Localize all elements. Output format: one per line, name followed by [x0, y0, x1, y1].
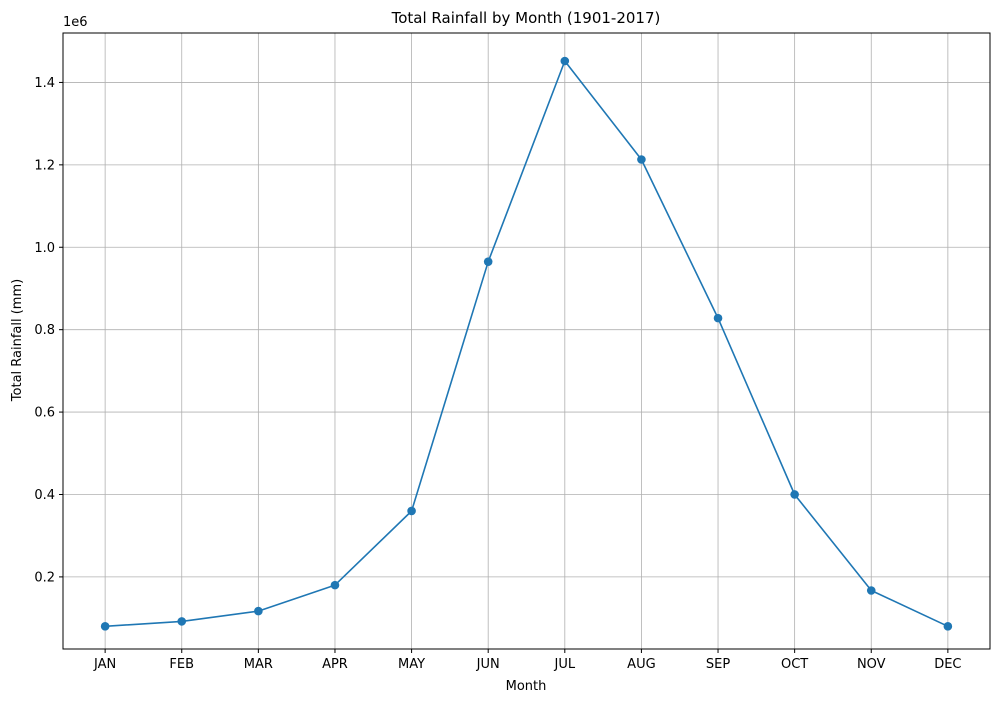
data-point [713, 313, 723, 323]
data-point [560, 56, 570, 66]
series-line [105, 60, 949, 628]
data-point [637, 155, 646, 164]
x-tick-label: OCT [781, 657, 808, 672]
y-axis: 0.2 0.4 0.6 0.8 1.0 1.2 1.4 [34, 76, 63, 585]
data-point [866, 586, 876, 595]
chart-title: Total Rainfall by Month (1901-2017) [391, 9, 661, 27]
y-tick-label: 0.8 [34, 323, 55, 338]
y-tick-label: 1.2 [34, 158, 55, 173]
x-tick-label: AUG [627, 657, 655, 672]
data-point [330, 580, 340, 590]
x-tick-label: FEB [169, 657, 194, 672]
x-tick-label: JUL [554, 657, 576, 672]
grid [63, 33, 990, 649]
data-point [483, 257, 493, 266]
data-point [407, 506, 416, 516]
y-axis-label: Total Rainfall (mm) [10, 279, 25, 402]
x-tick-label: DEC [934, 657, 961, 672]
x-tick-label: NOV [857, 657, 886, 672]
data-point [254, 606, 263, 616]
plot-frame [62, 32, 991, 650]
y-tick-label: 0.6 [34, 406, 55, 421]
x-tick-label: APR [322, 657, 348, 672]
x-tick-label: SEP [706, 657, 730, 672]
y-tick-label: 0.4 [34, 488, 55, 503]
y-tick-label: 0.2 [34, 570, 55, 585]
y-offset-label: 1e6 [63, 15, 88, 30]
y-tick-label: 1.4 [34, 76, 55, 91]
data-point [790, 490, 799, 499]
x-tick-label: JUN [476, 657, 500, 672]
x-axis: JAN FEB MAR APR MAY JUN JUL AUG SEP OCT NOV DEC [93, 649, 962, 672]
x-tick-label: MAY [398, 657, 425, 672]
data-point [177, 617, 187, 626]
y-tick-label: 1.0 [34, 241, 55, 256]
x-tick-label: JAN [93, 657, 116, 672]
data-point [943, 622, 953, 631]
data-point [100, 622, 110, 631]
x-axis-label: Month [506, 679, 547, 694]
x-tick-label: MAR [244, 657, 273, 672]
series-group [100, 56, 953, 631]
